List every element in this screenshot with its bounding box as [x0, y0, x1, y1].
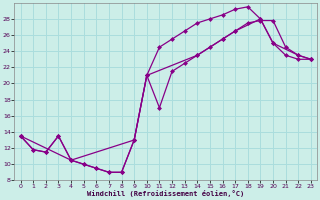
X-axis label: Windchill (Refroidissement éolien,°C): Windchill (Refroidissement éolien,°C)	[87, 190, 244, 197]
